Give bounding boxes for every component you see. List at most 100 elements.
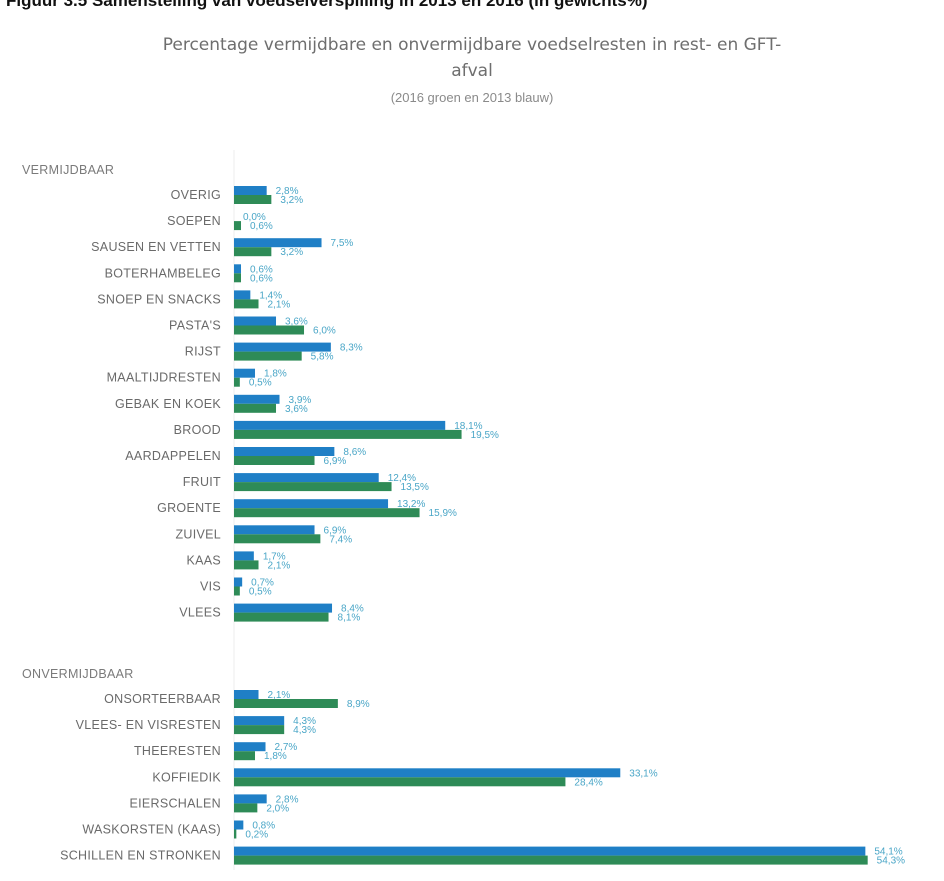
chart-subtitle: (2016 groen en 2013 blauw) [390, 90, 554, 105]
value-label-2016-fruit: 13,5% [401, 482, 429, 493]
bar-2016-sausen-en-vetten [234, 247, 272, 257]
category-label-gebak-en-koek: GEBAK EN KOEK [115, 397, 221, 411]
bar-2016-kaas [234, 560, 259, 570]
category-label-eierschalen: EIERSCHALEN [129, 796, 221, 810]
value-label-2016-zuivel: 7,4% [329, 534, 352, 545]
category-label-soepen: SOEPEN [167, 214, 221, 228]
value-label-2016-vlees: 8,1% [338, 613, 361, 624]
bar-2016-vlees [234, 612, 329, 622]
chart-title: Percentage vermijdbare en onvermijdbare … [0, 32, 944, 84]
category-label-maaltijdresten: MAALTIJDRESTEN [107, 371, 221, 385]
category-label-fruit: FRUIT [183, 475, 221, 489]
bar-2016-maaltijdresten [234, 377, 240, 387]
value-label-2013-vlees: 8,4% [341, 604, 364, 615]
bar-2016-boterhambeleg [234, 273, 242, 283]
value-label-2013-brood: 18,1% [454, 421, 482, 432]
value-label-2013-fruit: 12,4% [388, 473, 416, 484]
bar-2016-zuivel [234, 534, 321, 544]
value-label-2013-pasta-s: 3,6% [285, 317, 308, 328]
value-label-2013-aardappelen: 8,6% [343, 447, 366, 458]
value-label-2013-soepen: 0,0% [243, 212, 266, 223]
figure-caption: Figuur 3.5 Samenstelling van voedselvers… [6, 0, 648, 10]
value-label-2016-groente: 15,9% [429, 508, 457, 519]
category-label-zuivel: ZUIVEL [175, 527, 221, 541]
value-label-2016-maaltijdresten: 0,5% [249, 378, 272, 389]
bar-2013-theeresten [234, 742, 266, 752]
bar-2013-brood [234, 420, 446, 430]
category-label-waskorsten-kaas: WASKORSTEN (KAAS) [82, 823, 221, 837]
category-label-sausen-en-vetten: SAUSEN EN VETTEN [91, 240, 221, 254]
value-label-2016-theeresten: 1,8% [264, 751, 287, 762]
value-label-2013-schillen-en-stronken: 54,1% [874, 847, 902, 858]
value-label-2016-boterhambeleg: 0,6% [250, 273, 273, 284]
bar-2013-eierschalen [234, 794, 267, 804]
bar-2013-gebak-en-koek [234, 394, 280, 404]
value-label-2016-eierschalen: 2,0% [266, 803, 289, 814]
bar-2016-overig [234, 195, 272, 204]
bar-2013-sausen-en-vetten [234, 238, 322, 248]
category-label-onsorteerbaar: ONSORTEERBAAR [104, 692, 221, 706]
category-label-brood: BROOD [174, 423, 221, 437]
value-label-2013-zuivel: 6,9% [324, 525, 347, 536]
value-label-2016-overig: 3,2% [280, 195, 303, 206]
bar-2016-koffiedik [234, 777, 566, 787]
value-label-2016-onsorteerbaar: 8,9% [347, 699, 370, 710]
category-label-overig: OVERIG [171, 188, 221, 202]
value-label-2016-sausen-en-vetten: 3,2% [280, 247, 303, 258]
value-label-2016-vis: 0,5% [249, 587, 272, 598]
bar-2013-aardappelen [234, 447, 335, 456]
value-label-2013-theeresten: 2,7% [275, 742, 298, 753]
category-label-schillen-en-stronken: SCHILLEN EN STRONKEN [60, 849, 221, 863]
bar-2013-waskorsten-kaas [234, 820, 244, 830]
value-label-2013-onsorteerbaar: 2,1% [268, 690, 291, 701]
bar-2016-fruit [234, 482, 392, 492]
bar-2016-pasta-s [234, 325, 305, 335]
category-label-groente: GROENTE [157, 501, 221, 515]
category-label-aardappelen: AARDAPPELEN [125, 449, 221, 463]
bar-2013-groente [234, 499, 389, 509]
bar-2016-eierschalen [234, 803, 258, 813]
value-label-2013-rijst: 8,3% [340, 343, 363, 354]
bar-2013-pasta-s [234, 316, 277, 326]
value-label-2016-aardappelen: 6,9% [324, 456, 347, 467]
bar-2013-kaas [234, 551, 254, 561]
category-label-pasta-s: PASTA'S [169, 319, 221, 333]
category-label-kaas: KAAS [186, 553, 221, 567]
chart-title-line-2: afval [451, 61, 493, 81]
value-label-2013-eierschalen: 2,8% [276, 794, 299, 805]
bar-2013-vis [234, 577, 243, 587]
bar-2016-brood [234, 429, 462, 439]
bar-2016-aardappelen [234, 456, 315, 465]
bar-2016-onsorteerbaar [234, 699, 338, 708]
value-label-2013-groente: 13,2% [397, 499, 425, 510]
bar-2013-koffiedik [234, 768, 621, 778]
value-label-2016-rijst: 5,8% [311, 352, 334, 363]
value-label-2016-gebak-en-koek: 3,6% [285, 404, 308, 415]
value-label-2016-koffiedik: 28,4% [574, 777, 602, 788]
group-label-onvermijdbaar: ONVERMIJDBAAR [22, 667, 134, 681]
category-label-rijst: RIJST [185, 345, 221, 359]
group-label-vermijdbaar: VERMIJDBAAR [22, 163, 114, 177]
bar-2013-schillen-en-stronken [234, 846, 866, 856]
value-label-2013-kaas: 1,7% [263, 551, 286, 562]
value-label-2013-waskorsten-kaas: 0,8% [252, 821, 275, 832]
bar-2016-schillen-en-stronken [234, 855, 868, 865]
bar-2013-overig [234, 186, 267, 195]
value-label-2016-vlees-en-visresten: 4,3% [293, 725, 316, 736]
value-label-2016-brood: 19,5% [471, 430, 499, 441]
value-label-2016-waskorsten-kaas: 0,2% [245, 830, 268, 841]
chart-title-line-1: Percentage vermijdbare en onvermijdbare … [162, 35, 782, 55]
value-label-2013-boterhambeleg: 0,6% [250, 264, 273, 275]
category-label-koffiedik: KOFFIEDIK [152, 770, 221, 784]
bar-2013-fruit [234, 473, 379, 483]
category-label-snoep-en-snacks: SNOEP EN SNACKS [97, 292, 221, 306]
bar-2013-snoep-en-snacks [234, 290, 251, 300]
value-label-2013-snoep-en-snacks: 1,4% [259, 290, 282, 301]
bar-2016-theeresten [234, 751, 256, 761]
bar-2016-rijst [234, 351, 302, 361]
bar-2013-onsorteerbaar [234, 690, 259, 699]
value-label-2013-sausen-en-vetten: 7,5% [331, 238, 354, 249]
bar-2016-groente [234, 508, 420, 518]
bar-2013-rijst [234, 342, 331, 352]
